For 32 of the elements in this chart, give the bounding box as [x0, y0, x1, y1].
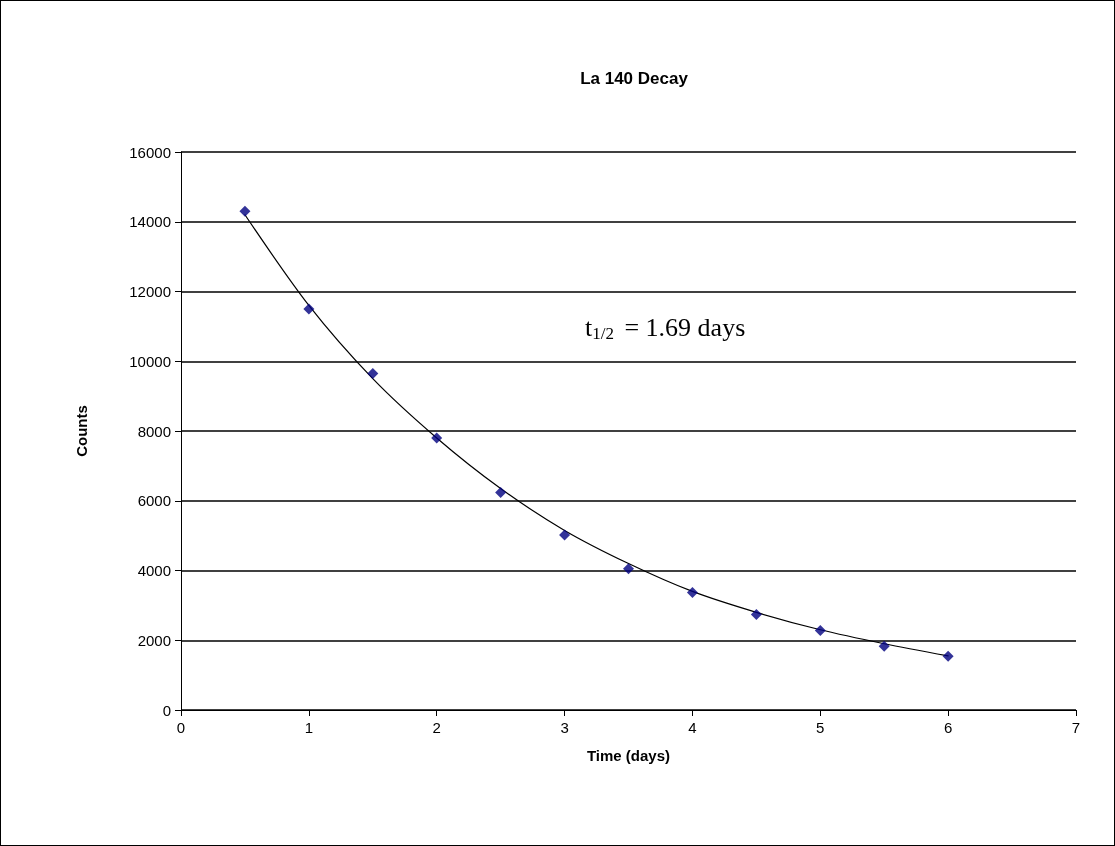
y-tick-label: 4000: [137, 562, 171, 579]
point: [623, 563, 634, 575]
x-tick-label: 4: [688, 719, 697, 736]
y-tick-label: 8000: [137, 422, 171, 440]
point: [750, 608, 762, 620]
x-tick-label: 3: [560, 719, 569, 736]
y-tick-label: 16000: [129, 143, 171, 161]
point: [559, 529, 571, 541]
point: [239, 205, 251, 217]
point: [814, 624, 826, 636]
x-tick-label: 2: [432, 719, 441, 736]
point: [878, 640, 890, 652]
y-tick-label: 10000: [129, 352, 171, 370]
y-tick-label: 14000: [129, 213, 171, 231]
point: [431, 432, 443, 444]
x-axis-title: Time (days): [586, 747, 671, 764]
x-tick-label: 0: [176, 719, 186, 736]
x-tick-label: 7: [1071, 719, 1081, 736]
x-tick-label: 1: [304, 719, 314, 736]
y-tick-label: 12000: [129, 283, 171, 300]
y-axis-title: Counts: [73, 405, 90, 457]
y-tick-label: 6000: [137, 492, 171, 510]
x-tick-label: 6: [943, 719, 953, 736]
point: [367, 367, 379, 379]
y-tick-label: 0: [162, 701, 171, 719]
x-tick-label: 5: [816, 719, 825, 736]
point: [686, 586, 698, 598]
point: [303, 303, 315, 315]
y-tick-label: 2000: [137, 631, 171, 649]
chart-title: La 140 Decay: [580, 69, 689, 88]
point: [942, 650, 954, 662]
point: [495, 486, 507, 498]
